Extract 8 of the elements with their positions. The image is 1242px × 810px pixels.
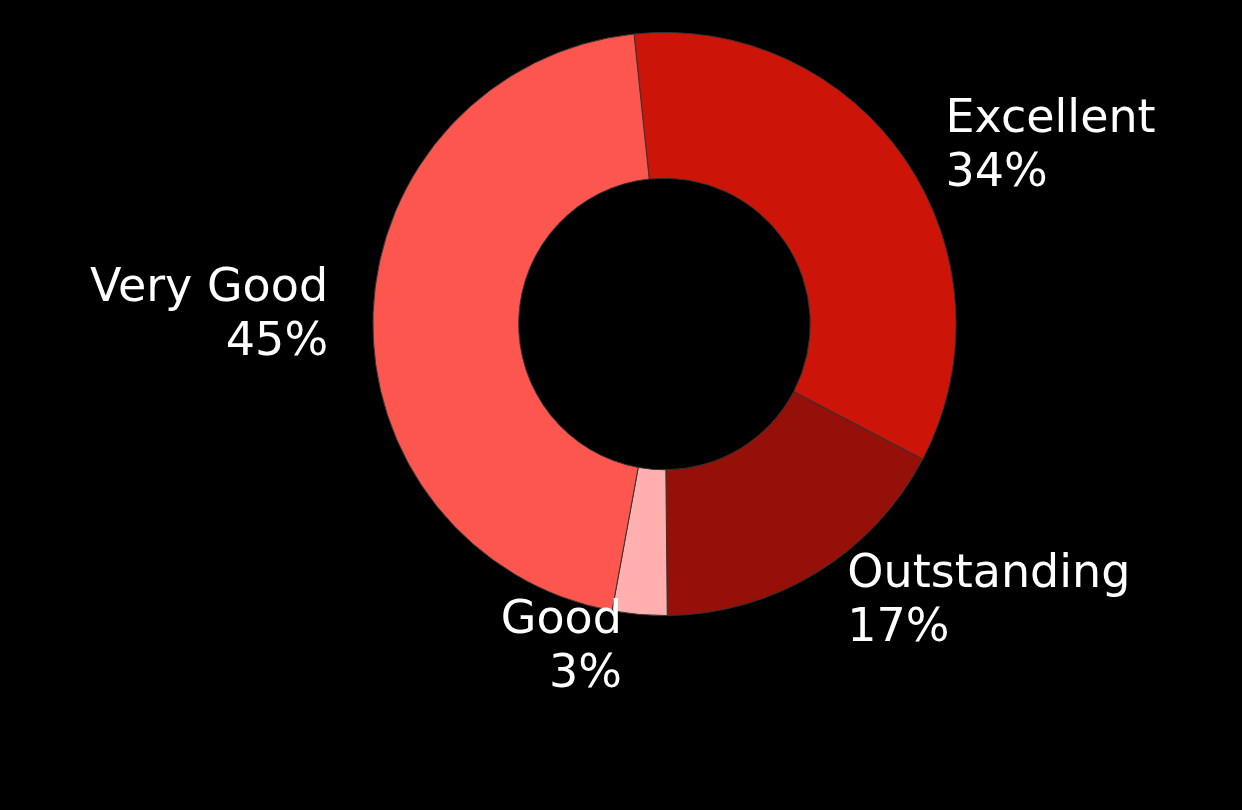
data-label: 45%: [225, 311, 329, 366]
data-label: 3%: [548, 644, 622, 699]
slice-label: Excellent: [945, 89, 1156, 144]
data-label: 34%: [945, 143, 1048, 198]
slice-label: Good: [500, 590, 622, 645]
slice-label: Outstanding: [847, 544, 1131, 599]
slice-label: Very Good: [90, 257, 329, 312]
data-label: 17%: [847, 598, 950, 653]
